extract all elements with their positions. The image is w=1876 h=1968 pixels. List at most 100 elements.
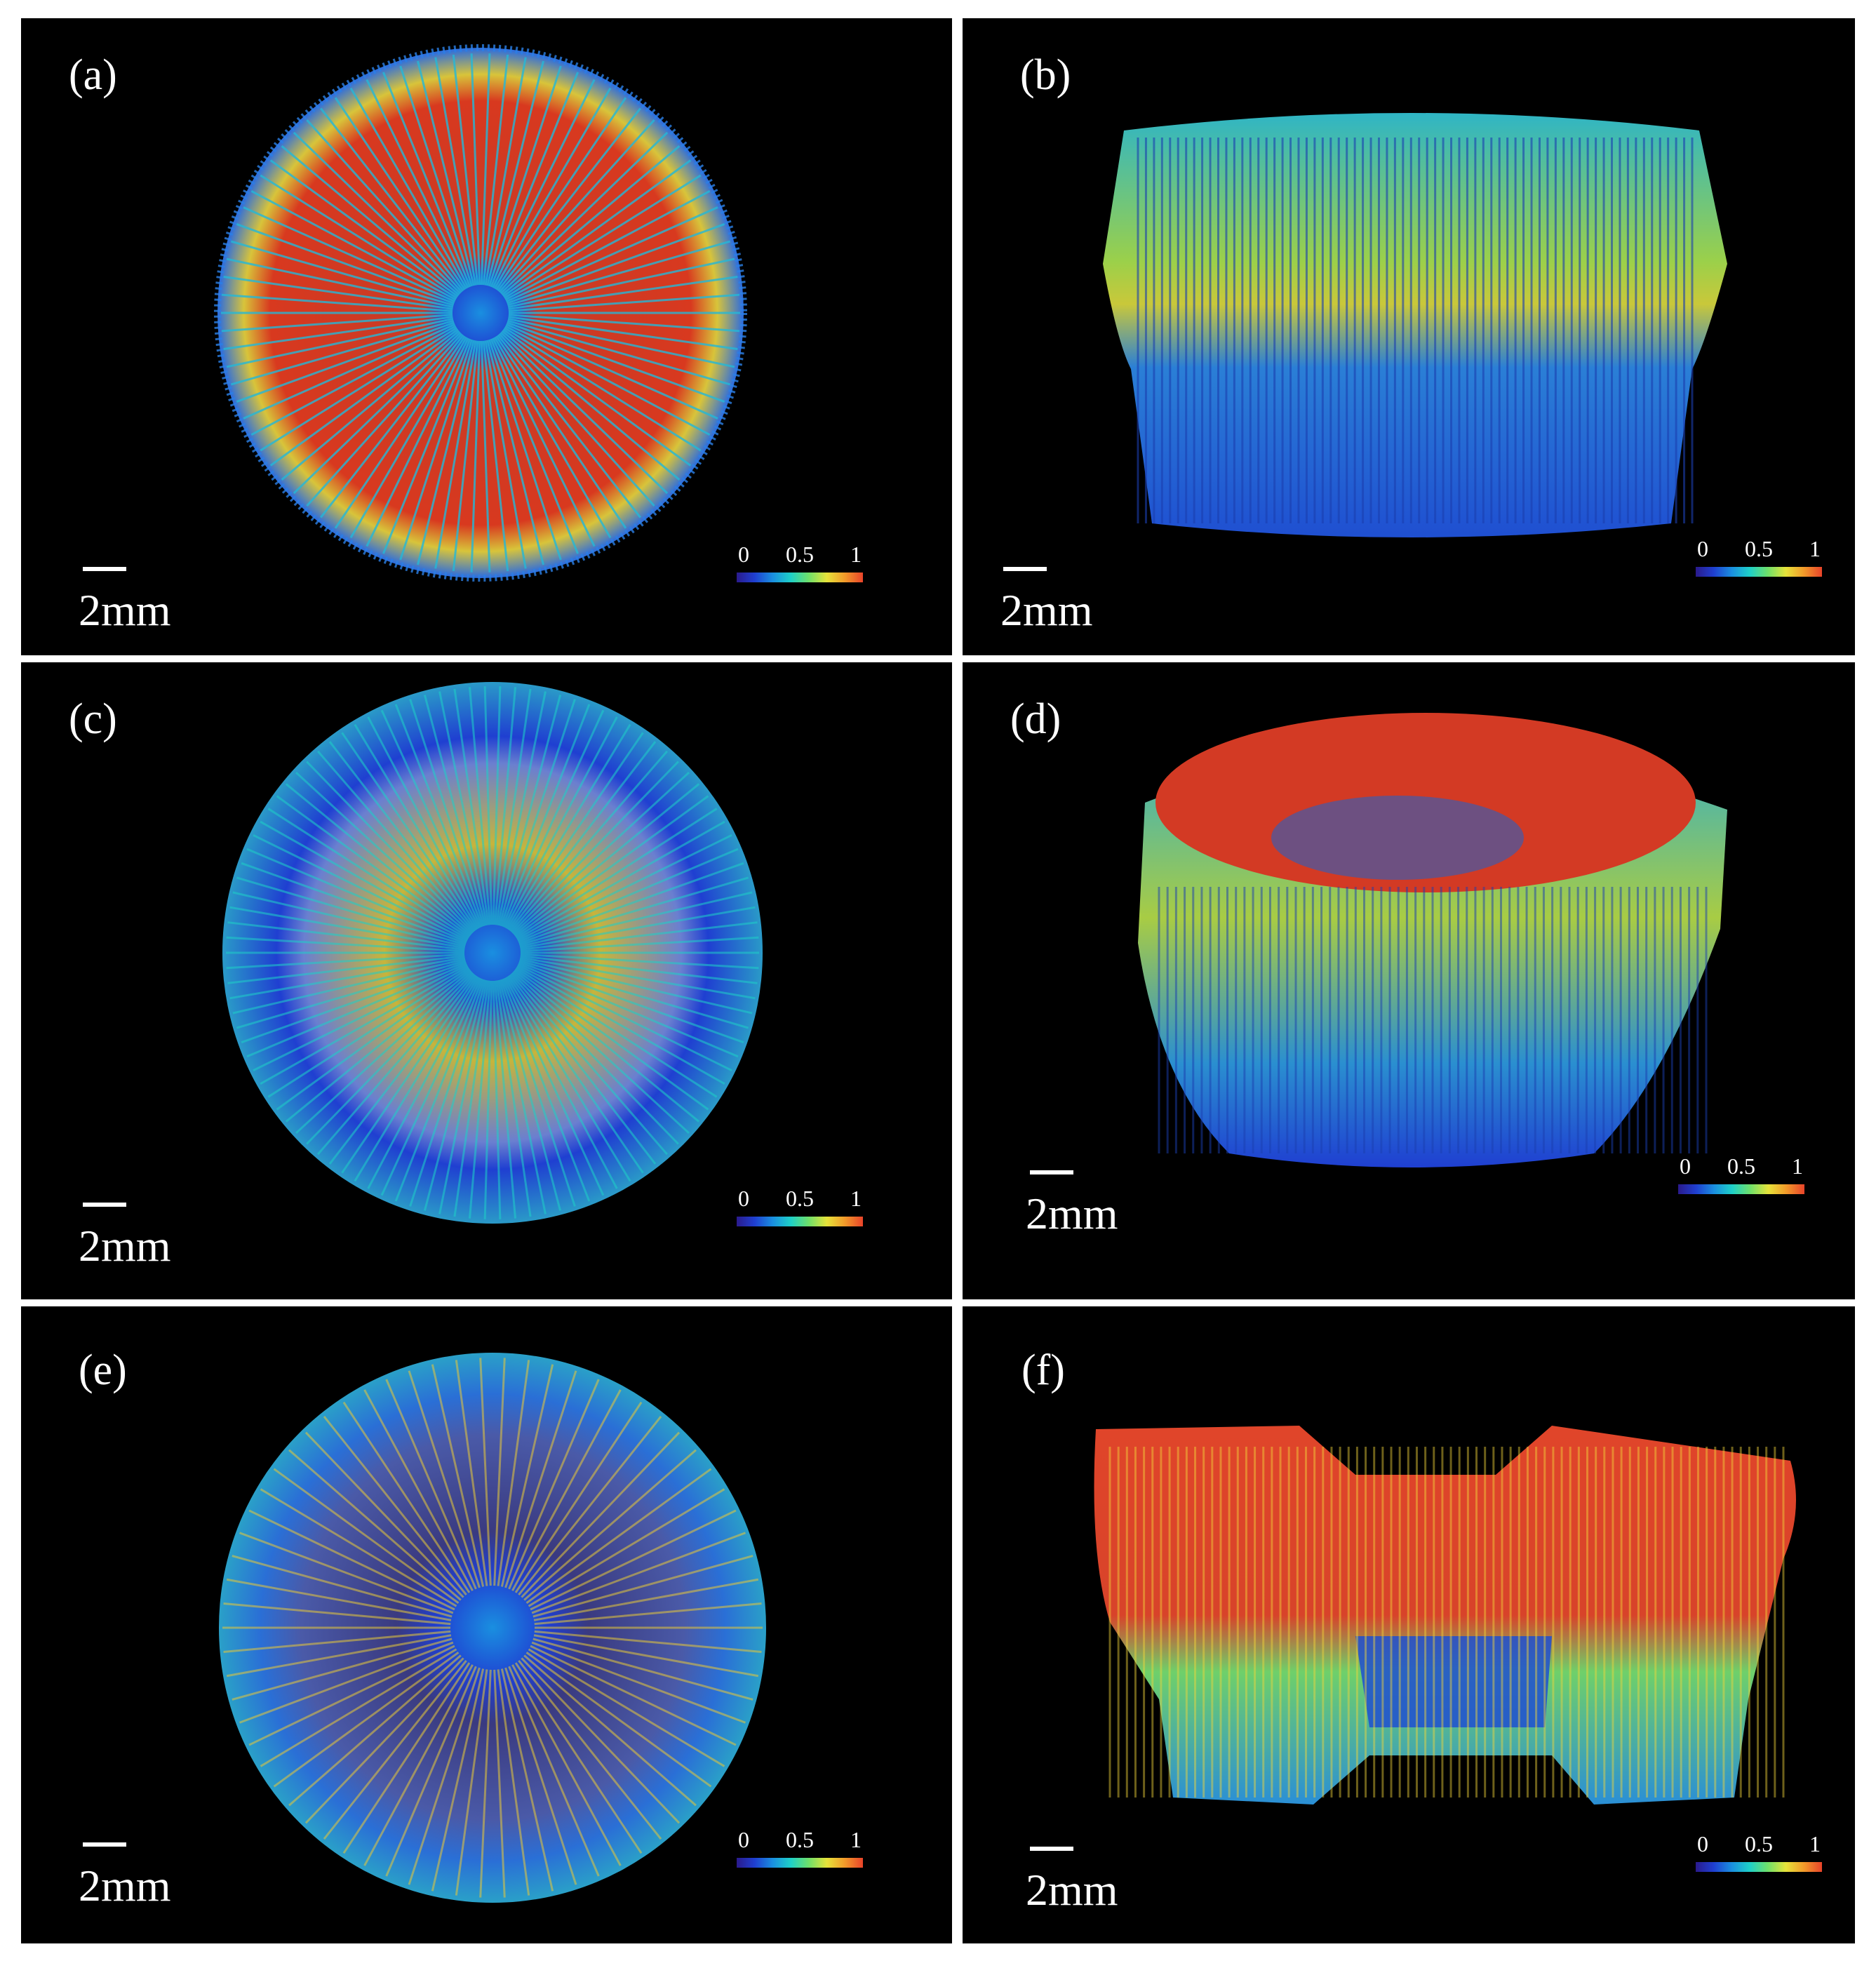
fiber-strand (342, 1401, 471, 1593)
fiber-strand (438, 979, 488, 1214)
fiber-strand (512, 970, 690, 1134)
fiber-strand (504, 716, 618, 929)
colorbar: 0 0.5 1 (737, 1187, 863, 1229)
fiber-strand (269, 159, 459, 297)
fiber-strand (498, 979, 562, 1211)
fiber-strand (349, 87, 468, 290)
fiber-strand (295, 970, 473, 1134)
fiber-strand (534, 1630, 762, 1654)
fiber-strand (304, 1657, 464, 1824)
fiber-cylinder (1103, 113, 1727, 537)
fiber-strand (267, 808, 470, 939)
fiber-strand (520, 953, 759, 970)
fiber-strand (239, 1641, 454, 1724)
fiber-strand (517, 964, 732, 1072)
fiber-strand (273, 1652, 460, 1788)
colorbar-tick: 0 (738, 1186, 749, 1211)
fiber-strand (452, 340, 479, 572)
scale-bar (83, 1203, 126, 1207)
panel-e-render (219, 1353, 766, 1903)
fiber-strand (504, 174, 702, 300)
scale-bar (1030, 1170, 1073, 1174)
panel-f-render (1094, 1426, 1796, 1805)
fiber-strand (306, 333, 463, 507)
fiber-strand (504, 977, 618, 1189)
fiber-strand (306, 972, 474, 1145)
fiber-strand (520, 906, 756, 949)
fiber-strand (276, 795, 471, 937)
fiber-strand (501, 145, 681, 296)
fiber-strand (518, 1416, 662, 1596)
fiber-strand (226, 936, 465, 953)
fiber-strand (236, 959, 467, 1029)
colorbar: 0 0.5 1 (737, 543, 863, 585)
fiber-strand (455, 1669, 488, 1896)
panel-label: (a) (69, 51, 117, 99)
fiber-strand (223, 1630, 451, 1654)
fiber-strand (514, 1662, 643, 1854)
fiber-strand (533, 1578, 759, 1621)
fiber-strand (500, 979, 576, 1207)
fiber-strand (227, 955, 465, 984)
fiber-strand (501, 330, 681, 481)
fiber-strand (518, 961, 744, 1044)
fiber-strand (510, 973, 668, 1156)
fiber-strand (236, 321, 455, 403)
fiber-strand (482, 340, 509, 572)
fiber-strand (293, 131, 462, 295)
fiber-strand (349, 336, 468, 539)
fiber-strand (505, 206, 718, 303)
fiber-strand (260, 174, 457, 300)
fiber-strand (273, 1468, 460, 1604)
fiber-strand (523, 1654, 697, 1807)
fiber-strand (495, 980, 532, 1217)
fiber-strand (223, 316, 453, 350)
fiber-strand (382, 338, 471, 554)
fiber-strand (497, 334, 641, 518)
fiber-strand (260, 326, 457, 452)
fiber-strand (394, 978, 483, 1202)
fiber-strand (492, 337, 596, 547)
scale-label: 2mm (79, 1861, 171, 1910)
fiber-strand (479, 1669, 492, 1898)
fiber-strand (511, 1389, 622, 1591)
fiber-strand (520, 921, 758, 951)
fiber-strand (232, 1638, 453, 1701)
fiber-strand (246, 848, 467, 943)
fiber-strand (260, 965, 469, 1085)
fiber-strand (226, 257, 454, 309)
fiber-strand (517, 834, 732, 942)
colorbar-tick: 1 (850, 542, 862, 567)
fiber-strand (525, 1468, 712, 1604)
fiber-strand (518, 963, 739, 1058)
panel-d-render (1138, 713, 1727, 1167)
fiber-strand (455, 1360, 488, 1586)
colorbar-tick: 0.5 (1745, 536, 1773, 561)
fiber-strand (306, 761, 474, 934)
fiber-strand (484, 57, 527, 286)
fiber-strand (500, 1364, 554, 1587)
fiber-strand (341, 975, 478, 1174)
fiber-strand (285, 970, 471, 1123)
scale-label: 2mm (1000, 585, 1093, 635)
panel-f: (f) 2mm 0 0.5 1 (963, 1306, 1855, 1943)
fiber-strand (493, 1358, 506, 1586)
panel-c: (c) 2mm 0 0.5 1 (21, 662, 952, 1299)
fiber-strand (248, 1645, 455, 1746)
colorbar: 0 0.5 1 (737, 1828, 863, 1870)
scale-bar (83, 567, 126, 571)
fiber-strand (482, 54, 509, 286)
fiber-strand (367, 716, 481, 929)
fiber-strand (495, 688, 532, 925)
colorbar-tick: 0.5 (1745, 1831, 1773, 1856)
fiber-strand (230, 319, 454, 386)
fiber-strand (253, 834, 468, 942)
fiber-waist (1094, 1426, 1796, 1805)
fiber-strand (431, 1364, 485, 1587)
fiber-strand (250, 325, 457, 436)
fiber-strand (320, 107, 464, 292)
fiber-strand (260, 820, 469, 940)
fiber-strand (507, 975, 644, 1174)
fiber-strand (241, 961, 467, 1044)
fiber-strand (285, 783, 471, 936)
